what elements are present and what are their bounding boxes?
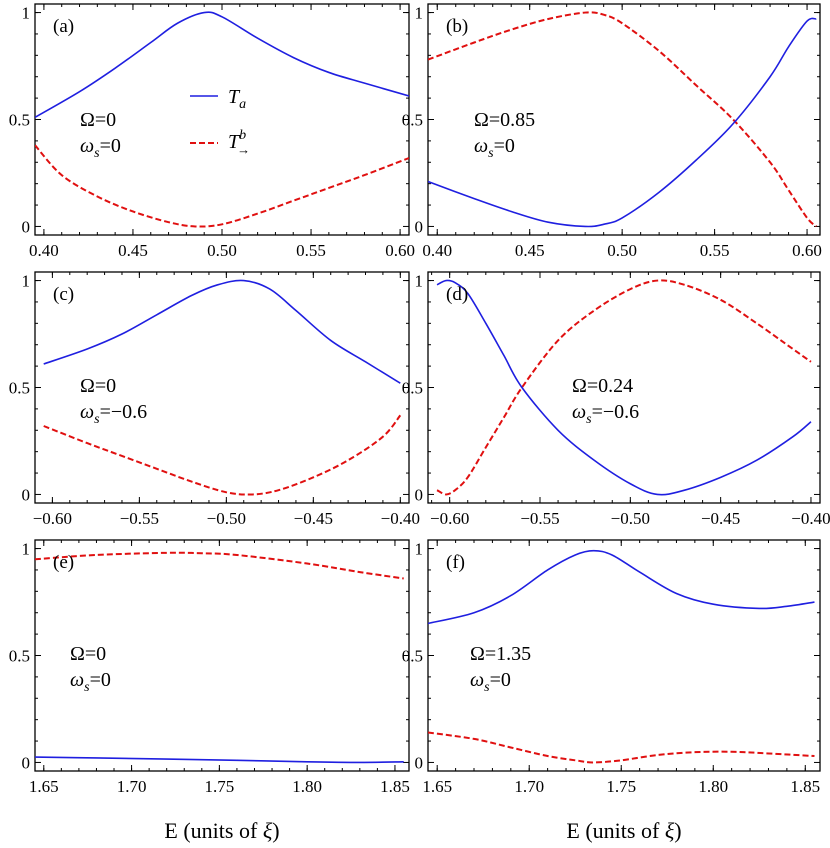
x-tick-label: 0.60 (385, 241, 415, 260)
omega-s-label: ωs=−0.6 (572, 401, 639, 427)
panel-label: (e) (53, 552, 74, 573)
y-tick-label: 0 (22, 485, 31, 504)
x-tick-label: 1.65 (29, 777, 59, 796)
x-tick-label: −0.45 (701, 509, 740, 528)
omega-s-label: ωs=0 (474, 135, 515, 161)
y-tick-label: 0 (415, 217, 424, 236)
omega-label: Ω=0 (80, 375, 116, 397)
x-tick-label: −0.40 (791, 509, 830, 528)
omega-s-label: ωs=0 (80, 135, 121, 161)
omega-label: Ω=0 (80, 109, 116, 131)
panel-a: 0.40 0.45 0.50 0.55 0.60 0 0.5 1 (a) Ω=0 ωs=0 Ta Tb → (9, 3, 415, 260)
omega-label: Ω=0.85 (474, 109, 535, 131)
x-tick-label: −0.55 (520, 509, 559, 528)
x-tick-label: −0.40 (381, 509, 420, 528)
series-line-Tb (436, 279, 812, 496)
panel-label: (c) (53, 284, 74, 305)
x-axis-label: E (units of ξ) (566, 818, 681, 843)
y-tick-label: 0.5 (402, 647, 423, 666)
y-tick-label: 1 (22, 4, 31, 23)
series-group (35, 551, 404, 764)
y-tick-label: 0 (22, 217, 31, 236)
omega-label: Ω=0.24 (572, 375, 633, 397)
omega-label: Ω=1.35 (470, 643, 531, 665)
series-line-Ta (35, 756, 404, 764)
x-tick-label: −0.50 (611, 509, 650, 528)
omega-label: Ω=0 (70, 643, 106, 665)
series-line-Tb (428, 11, 817, 228)
series-line-Ta (436, 279, 812, 496)
legend-label-Tb: Tb → (228, 128, 250, 157)
y-tick-label: 1 (22, 272, 31, 291)
series-line-Tb (35, 551, 404, 580)
series-group (436, 279, 812, 496)
series-line-Ta (35, 11, 409, 119)
y-tick-label: 1 (415, 4, 424, 23)
x-tick-label: 1.85 (790, 777, 820, 796)
x-tick-label: −0.50 (207, 509, 246, 528)
x-tick-label: 0.40 (422, 241, 452, 260)
series-line-Ta (428, 549, 815, 625)
x-tick-label: 0.45 (118, 241, 148, 260)
legend-label-Ta: Ta (228, 86, 246, 112)
x-tick-label: −0.55 (120, 509, 159, 528)
y-tick-label: 0 (415, 753, 424, 772)
y-tick-label: 0.5 (402, 111, 423, 130)
legend: Ta Tb → (190, 86, 250, 157)
x-tick-label: 1.75 (606, 777, 636, 796)
y-tick-label: 0.5 (402, 379, 423, 398)
series-line-Ta (428, 17, 817, 228)
panel-label: (d) (446, 284, 468, 305)
panel-b: 0.40 0.45 0.50 0.55 0.60 0 0.5 1 (b) Ω=0.85 ωs=0 (402, 3, 822, 260)
y-tick-label: 1 (415, 540, 424, 559)
omega-s-label: ωs=−0.6 (80, 401, 147, 427)
x-tick-label: 0.50 (207, 241, 237, 260)
x-tick-label: 0.40 (29, 241, 59, 260)
x-tick-label: 0.60 (792, 241, 822, 260)
y-tick-label: 0.5 (9, 111, 30, 130)
panel-f: 1.65 1.70 1.75 1.80 1.85 0 0.5 1 (f) Ω=1.35 ωs=0 (402, 539, 821, 796)
x-tick-label: 0.55 (700, 241, 730, 260)
x-axis-label: E (units of ξ) (164, 818, 279, 843)
x-tick-label: 1.80 (292, 777, 322, 796)
x-tick-label: 1.75 (204, 777, 234, 796)
y-tick-label: 1 (22, 540, 31, 559)
x-tick-label: −0.45 (294, 509, 333, 528)
x-tick-label: 0.45 (515, 241, 545, 260)
panel-label: (b) (446, 16, 468, 37)
y-tick-label: 0.5 (9, 379, 30, 398)
x-tick-label: −0.60 (33, 509, 72, 528)
x-tick-label: 1.65 (422, 777, 452, 796)
panel-d: −0.60 −0.55 −0.50 −0.45 −0.40 0 0.5 1 (d) Ω=0.24 ω… (402, 271, 830, 528)
x-tick-label: 0.55 (296, 241, 326, 260)
y-tick-label: 0.5 (9, 647, 30, 666)
series-group (428, 549, 815, 764)
x-tick-label: 1.85 (380, 777, 410, 796)
panel-c: −0.60 −0.55 −0.50 −0.45 −0.40 0 0.5 1 (c) Ω=0 ωs=−… (9, 271, 420, 528)
y-tick-label: 0 (415, 485, 424, 504)
omega-s-label: ωs=0 (70, 669, 111, 695)
series-group (428, 11, 817, 228)
series-line-Tb (428, 731, 815, 764)
panel-e: 1.65 1.70 1.75 1.80 1.85 0 0.5 1 (e) Ω=0 ωs=0 (9, 539, 410, 796)
omega-s-label: ωs=0 (470, 669, 511, 695)
x-tick-label: 0.50 (607, 241, 637, 260)
panel-label: (f) (446, 552, 465, 573)
x-tick-label: −0.60 (430, 509, 469, 528)
panel-label: (a) (53, 16, 74, 37)
series-line-Tb (43, 414, 402, 496)
series-line-Ta (43, 279, 401, 384)
series-line-Tb (35, 144, 409, 228)
x-tick-label: 1.70 (117, 777, 147, 796)
x-tick-label: 1.70 (514, 777, 544, 796)
series-group (35, 11, 409, 228)
y-tick-label: 0 (22, 753, 31, 772)
series-group (43, 279, 402, 496)
y-tick-label: 1 (415, 272, 424, 291)
x-tick-label: 1.80 (698, 777, 728, 796)
